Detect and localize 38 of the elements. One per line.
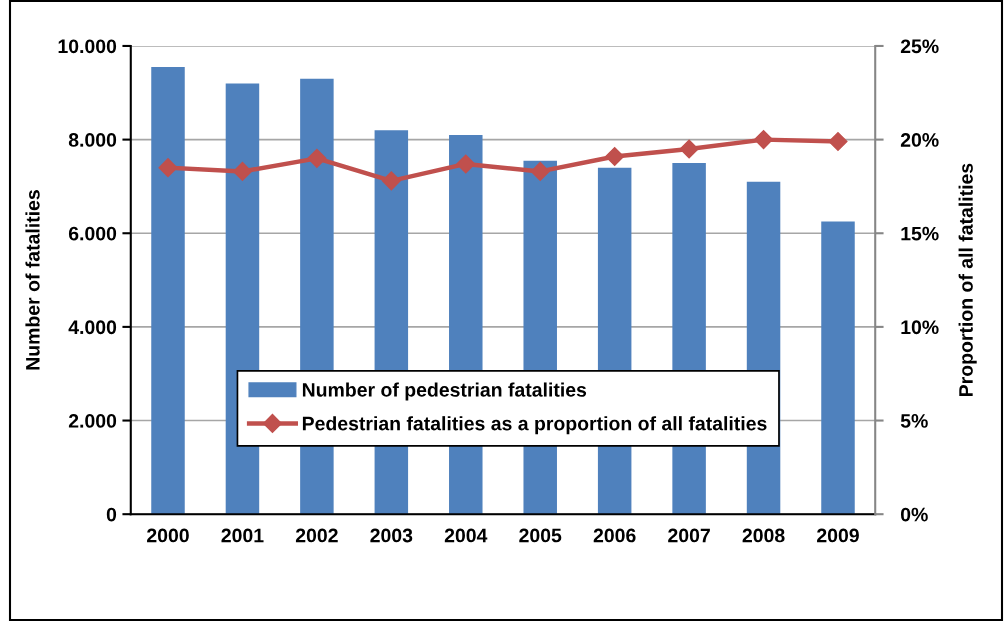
y2-axis-title: Proportion of all fatalities [958, 163, 977, 396]
y2-tick-label: 5% [900, 414, 928, 428]
x-tick-label: 2001 [221, 528, 264, 543]
point [679, 139, 699, 159]
y2-tick-label: 25% [900, 39, 939, 54]
y-tick-label: 4.000 [68, 320, 117, 335]
point [754, 130, 774, 150]
y2-tick-label: 0% [900, 507, 928, 522]
y2-tick-label: 20% [900, 133, 939, 147]
point [381, 171, 401, 191]
point [456, 154, 476, 174]
x-tick-label: 2007 [668, 528, 710, 543]
x-tick-label: 2008 [742, 528, 785, 543]
y-axis-title: Number of fatalities [25, 190, 40, 370]
x-tick-label: 2006 [593, 528, 636, 543]
y2-tick-label: 15% [901, 226, 939, 241]
x-tick-label: 2000 [147, 528, 189, 543]
point [232, 161, 252, 181]
y-tick-label: 2.000 [68, 414, 117, 428]
point [158, 158, 178, 178]
point [307, 148, 327, 168]
legend-label: Number of pedestrian fatalities [302, 382, 587, 401]
bar [821, 221, 855, 515]
y-tick-label: 10.000 [58, 39, 117, 54]
bar [151, 67, 185, 515]
y-tick-label: 6.000 [68, 226, 117, 241]
x-tick-label: 2003 [370, 528, 413, 543]
x-tick-label: 2009 [817, 528, 859, 543]
point [605, 146, 625, 166]
x-tick-label: 2004 [444, 528, 488, 543]
y2-tick-label: 10% [901, 320, 939, 335]
x-tick-label: 2005 [519, 528, 562, 543]
point [828, 131, 848, 152]
legend-label: Pedestrian fatalities as a proportion of all fatalities [302, 416, 767, 435]
y-tick-label: 8.000 [68, 133, 117, 147]
x-tick-label: 2002 [295, 528, 338, 543]
point [530, 161, 550, 181]
y-tick-label: 0 [106, 507, 117, 522]
